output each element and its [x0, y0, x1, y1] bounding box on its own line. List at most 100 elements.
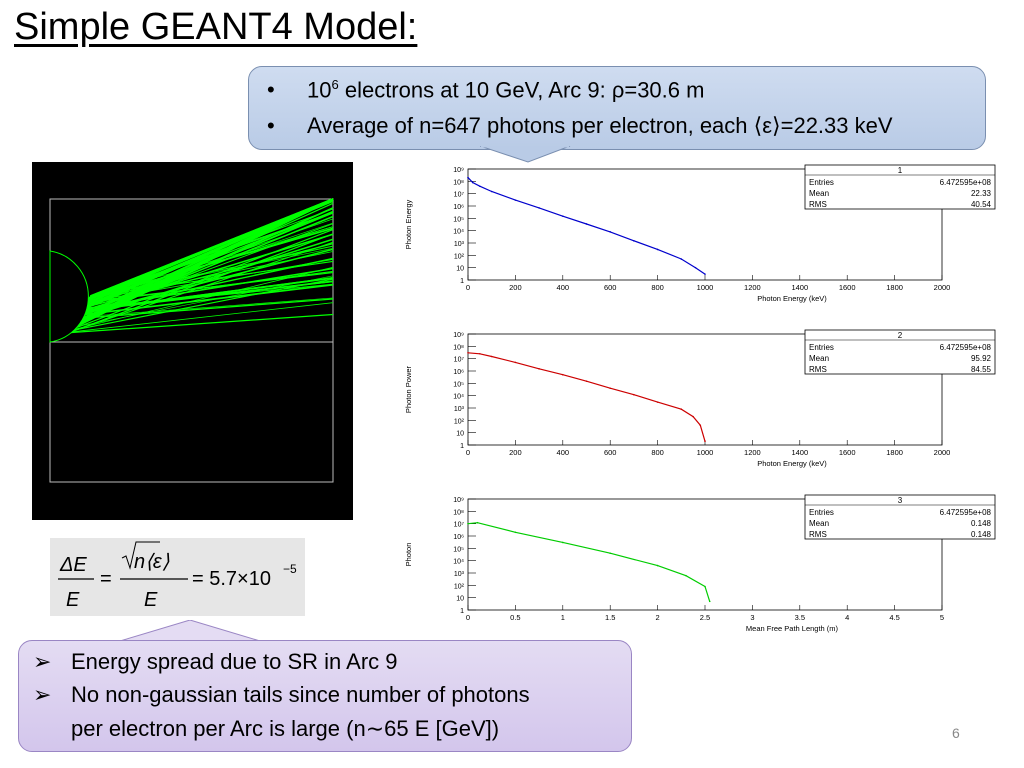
y-tick-label: 10⁹	[453, 497, 464, 504]
data-point	[479, 185, 481, 188]
data-point	[633, 240, 635, 242]
data-point	[692, 415, 694, 418]
stats-title: 3	[898, 496, 903, 505]
y-tick-label: 10²	[454, 253, 465, 260]
data-point	[585, 223, 588, 225]
x-tick-label: 2000	[934, 448, 951, 457]
y-axis-label: Photon Power	[404, 365, 413, 413]
photon-track	[53, 241, 334, 338]
data-point	[514, 199, 517, 201]
y-tick-label: 10⁷	[454, 192, 465, 199]
y-tick-label: 10²	[454, 583, 465, 590]
y-tick-label: 1	[460, 608, 464, 615]
data-point	[656, 248, 659, 251]
data-point	[656, 564, 659, 567]
x-tick-label: 1.5	[605, 613, 615, 622]
x-tick-label: 600	[604, 283, 617, 292]
photon-track	[79, 242, 334, 310]
formula-value: = 5.7×10	[192, 568, 271, 590]
photon-track	[89, 260, 334, 298]
bullet-mark: ➢	[33, 682, 52, 707]
y-tick-label: 10⁷	[454, 357, 465, 364]
photon-track	[55, 229, 334, 337]
x-tick-label: 200	[509, 448, 522, 457]
data-point	[467, 176, 469, 179]
photon-track	[70, 298, 334, 320]
x-tick-label: 1200	[744, 448, 761, 457]
data-point	[514, 531, 517, 534]
data-point	[633, 393, 635, 396]
x-tick-label: 3	[750, 613, 754, 622]
y-tick-label: 10	[456, 431, 464, 438]
chart-2: 1 10 10² 10³ 10⁴ 10⁵ 10⁶ 10⁷ 10⁸ 10⁹ 0 200 400 600 800…	[404, 329, 996, 468]
data-series	[467, 177, 706, 275]
y-tick-label: 10⁶	[453, 369, 464, 376]
photon-track	[57, 313, 334, 335]
data-point	[609, 231, 611, 233]
x-tick-label: 0	[466, 613, 470, 622]
x-tick-label: 600	[604, 448, 617, 457]
formula-drawing: ΔE E = n⟨ε⟩ E = 5.7×10 −5	[58, 541, 297, 611]
data-series	[467, 352, 706, 442]
geant4-simulation-image	[32, 162, 353, 520]
sqrt-sign	[121, 541, 160, 570]
data-point	[490, 355, 493, 358]
formula-rhs-numerator: n⟨ε⟩	[134, 551, 170, 573]
data-point	[585, 380, 588, 382]
stats-box	[804, 164, 996, 210]
x-tick-label: 200	[509, 283, 522, 292]
y-tick-label: 10⁴	[453, 559, 464, 566]
x-tick-label: 400	[557, 448, 570, 457]
x-tick-label: 0.5	[510, 613, 520, 622]
data-point	[514, 361, 517, 364]
x-tick-label: 1400	[791, 283, 808, 292]
stats-key: Entries	[809, 178, 834, 187]
x-tick-label: 1000	[697, 448, 714, 457]
data-point	[680, 258, 683, 260]
x-tick-label: 400	[557, 283, 570, 292]
data-point	[562, 215, 564, 217]
photon-track	[71, 297, 334, 318]
x-axis-label: Photon Energy (keV)	[757, 294, 827, 303]
data-point	[704, 440, 706, 443]
y-tick-label: 10⁵	[453, 216, 464, 223]
stats-value: 6.472595e+08	[940, 178, 992, 187]
chart-3: 1 10 10² 10³ 10⁴ 10⁵ 10⁶ 10⁷ 10⁸ 10⁹ 0 0.5 1 1.5 2 2.5 3…	[404, 494, 996, 633]
x-tick-label: 4	[845, 613, 849, 622]
y-tick-label: 10⁵	[453, 546, 464, 553]
data-point	[538, 207, 540, 209]
y-axis-label: Photon	[404, 543, 413, 567]
y-tick-label: 10³	[454, 241, 465, 248]
data-point	[609, 552, 611, 555]
x-tick-label: 2000	[934, 283, 951, 292]
bullet-text-rest: electrons at 10 GeV, Arc 9: ρ=30.6 m	[338, 77, 705, 103]
y-tick-label: 10⁸	[453, 344, 464, 351]
stats-title: 1	[898, 166, 903, 175]
y-axis-label: Photon Energy	[404, 199, 413, 249]
data-point	[562, 373, 564, 376]
stats-key: RMS	[809, 365, 827, 374]
formula-equals: =	[100, 568, 112, 590]
data-point	[538, 368, 540, 370]
photon-track	[52, 233, 334, 340]
top-callout: • 106 electrons at 10 GeV, Arc 9: ρ=30.6…	[248, 66, 986, 150]
stats-key: RMS	[809, 530, 827, 539]
photon-track	[72, 248, 334, 318]
bullet-text-exponent: 6	[331, 77, 339, 92]
bullet-mark: ➢	[33, 649, 52, 674]
photon-track	[86, 198, 334, 301]
stats-value: 22.33	[971, 189, 992, 198]
photon-track	[61, 198, 334, 329]
x-tick-label: 1	[561, 613, 565, 622]
x-tick-label: 1000	[697, 283, 714, 292]
x-tick-label: 2.5	[700, 613, 710, 622]
x-tick-label: 0	[466, 283, 470, 292]
stats-title: 2	[898, 331, 903, 340]
y-tick-label: 10⁷	[454, 522, 465, 529]
x-tick-label: 800	[651, 448, 664, 457]
stats-value: 84.55	[971, 365, 992, 374]
x-tick-label: 1600	[839, 448, 856, 457]
stats-key: Entries	[809, 343, 834, 352]
y-tick-label: 10	[456, 596, 464, 603]
